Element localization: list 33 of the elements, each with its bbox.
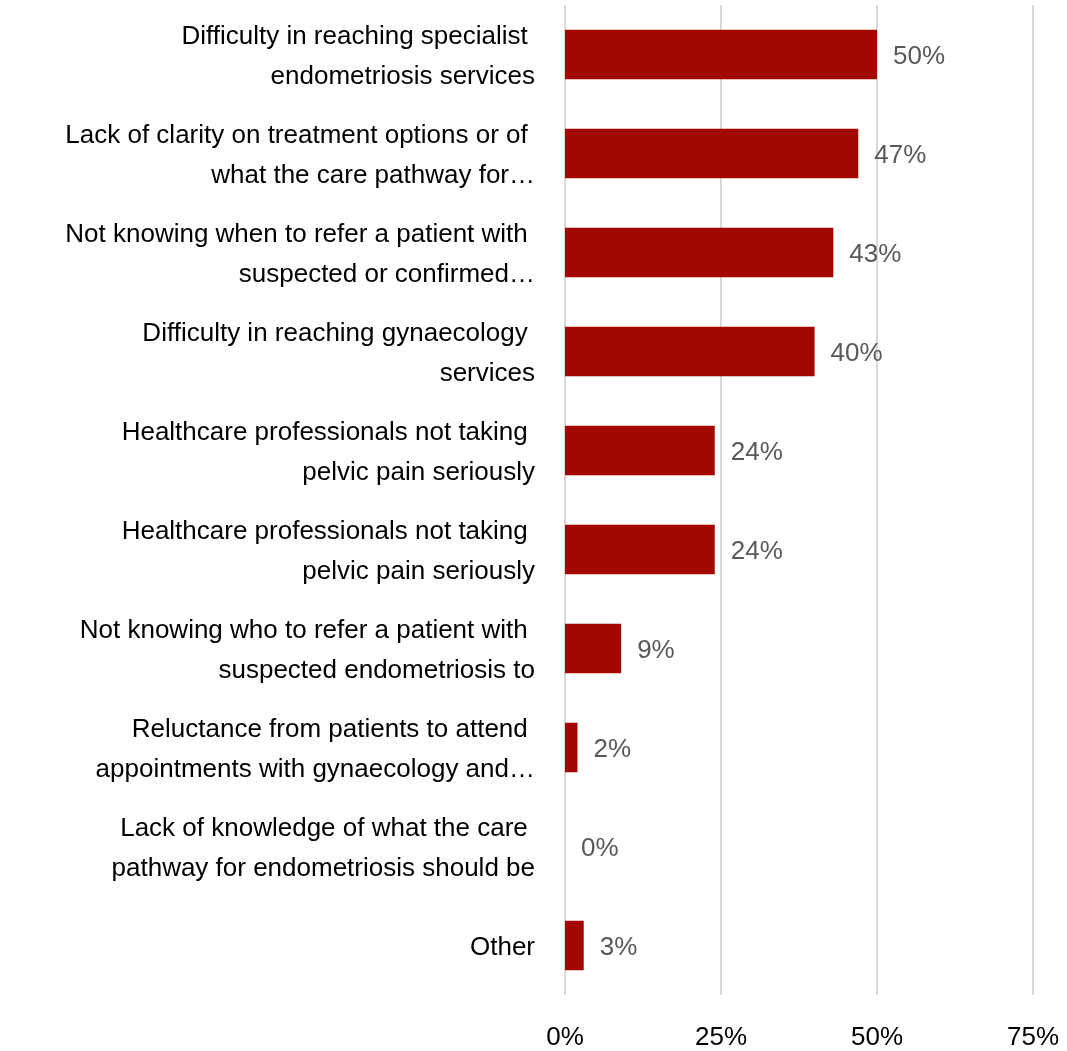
data-label: 47% (874, 138, 927, 169)
bar (565, 326, 815, 377)
x-tick-label: 50% (850, 1021, 904, 1051)
data-label: 3% (599, 930, 638, 961)
x-tick-label: 25% (694, 1021, 748, 1051)
y-tick-label: Not knowing who to refer a patient with suspected endometriosis to (79, 613, 535, 684)
x-tick-label: 75% (1006, 1021, 1060, 1051)
x-tick-label: 0% (546, 1021, 584, 1051)
data-label: 2% (593, 732, 632, 763)
bar (565, 722, 578, 773)
data-label: 0% (581, 831, 619, 862)
bar (565, 29, 877, 80)
data-label: 40% (830, 336, 883, 367)
data-label: 24% (730, 435, 783, 466)
y-tick-label: Difficulty in reaching specialist endometriosis services (181, 19, 535, 90)
data-label: 9% (637, 633, 675, 664)
y-tick-label: Lack of clarity on treatment options or of what the care pathway for… (65, 118, 535, 189)
y-tick-label: Not knowing when to refer a patient with suspected or confirmed… (65, 217, 535, 288)
y-tick-label: Lack of knowledge of what the care pathway for endometriosis should be (111, 811, 535, 882)
y-tick-label: Other (469, 930, 536, 961)
bar (565, 524, 715, 575)
data-label: 50% (893, 39, 946, 70)
bar (565, 227, 834, 278)
bar (565, 128, 859, 179)
data-label: 24% (730, 534, 783, 565)
y-tick-label: Healthcare professionals not taking pelvic pain seriously (121, 415, 535, 486)
y-tick-label: Reluctance from patients to attend appointments with gynaecology and… (95, 712, 535, 783)
bar (565, 623, 622, 674)
bar (565, 425, 715, 476)
data-label: 43% (849, 237, 902, 268)
y-tick-label: Healthcare professionals not taking pelvic pain seriously (121, 514, 535, 585)
bar (565, 920, 584, 971)
y-tick-label: Difficulty in reaching gynaecology services (142, 316, 535, 387)
